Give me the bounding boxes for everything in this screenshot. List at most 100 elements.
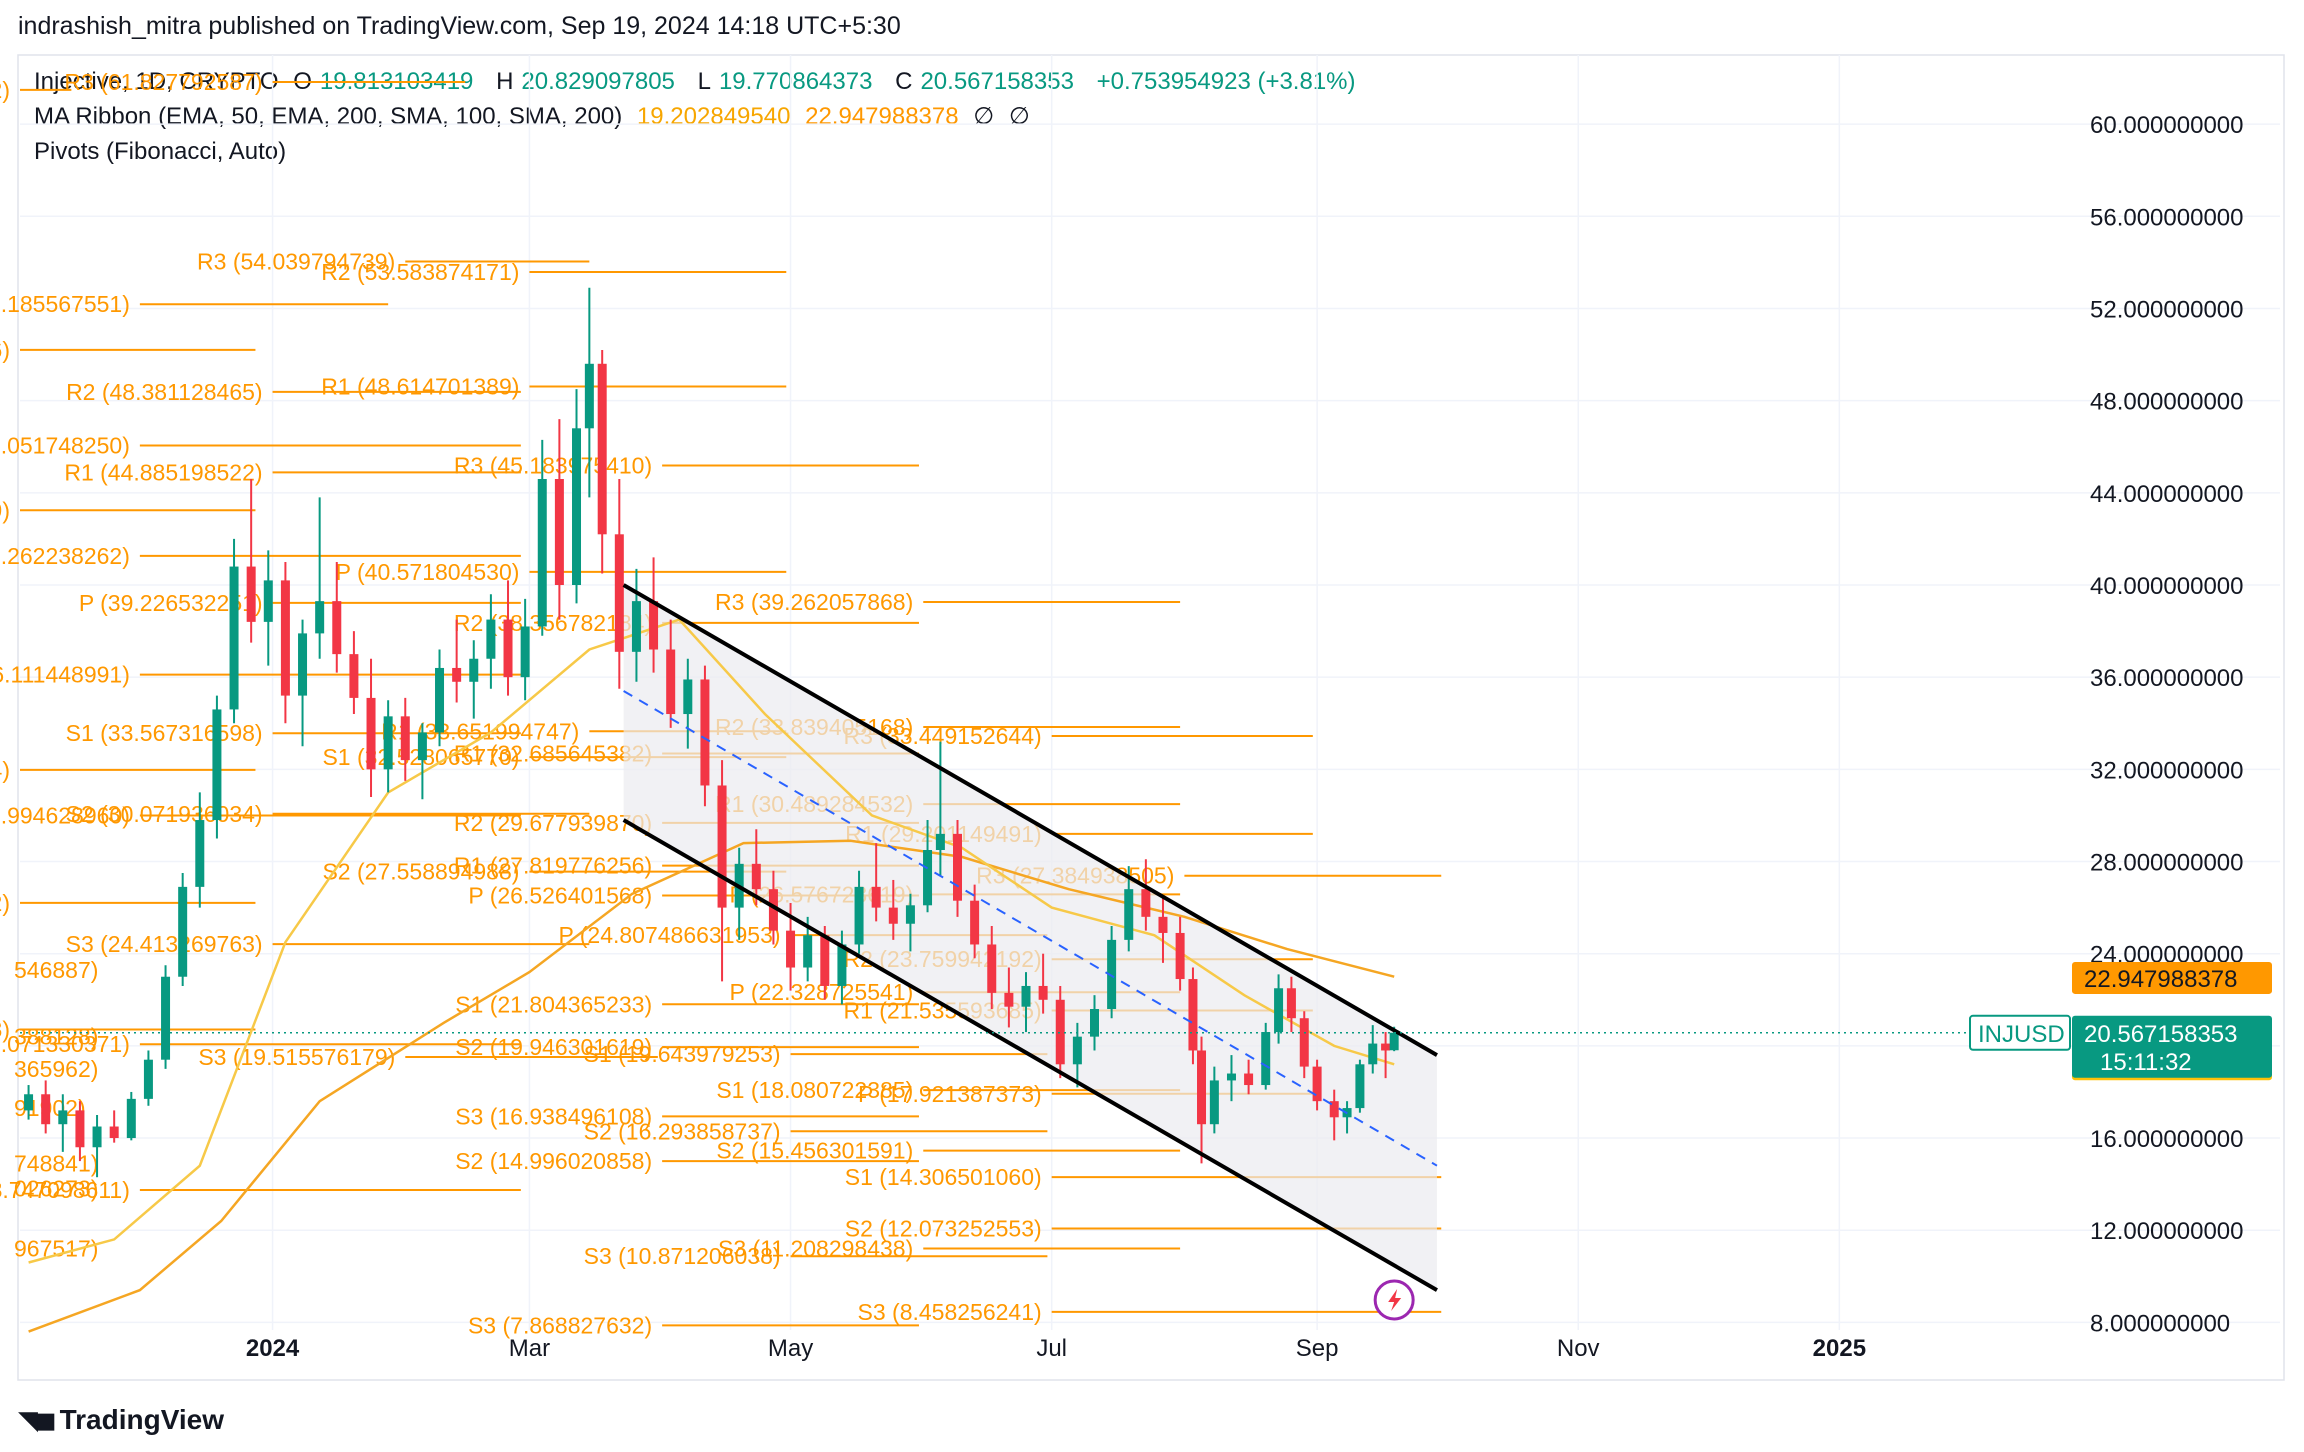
x-tick-label: May [768,1335,813,1362]
channel-lower-line [622,818,1438,1292]
pivot-label: P (36.111448991) [0,662,130,688]
pivot-label: R1 (30.489284532) [715,791,913,817]
pivot-label: S3 (7.868827632) [468,1312,652,1338]
symbol-tag-bg [1969,1014,2071,1051]
close-value: 20.567158353 [920,68,1074,95]
pivot-label: S2 (30.071936034) [66,801,263,827]
candle-body [953,833,963,901]
y-tick-label: 44.000000000 [2090,481,2244,508]
candle-body [905,905,915,924]
pivot-label: S3 (8.458256241) [858,1299,1042,1325]
channel-area [623,585,1437,1291]
pivot-label-clipped: 748841) [14,1150,98,1176]
candle-body [631,601,641,652]
pivots-legend[interactable]: Pivots (Fibonacci, Auto) [34,138,287,165]
pivot-label: R3 (45.183975410) [454,453,652,479]
candle-body [820,935,830,986]
candle-body [1381,1043,1391,1051]
candle-body [161,976,171,1060]
low-label: L [697,68,711,95]
tradingview-footer[interactable]: ◥◼ TradingView [18,1404,224,1436]
pivot-label: R2 (29.677939870) [454,810,652,836]
y-tick-label: 24.000000000 [2090,942,2244,969]
ma-value-ema200: 22.947988378 [805,103,959,130]
ma-value-ema50: 19.202849540 [636,103,791,130]
price-badge-value: 20.567158353 [2084,1021,2238,1048]
pivot-label: S2 (26.205149672) [0,890,10,916]
ma-badge-ema200-text: 22.947988378 [2084,966,2238,993]
price-badge-bg [2072,1015,2272,1078]
candle-body [751,863,761,890]
candle-body [195,820,205,887]
pivot-label: S3 (19.515576179) [198,1044,395,1070]
candle-body [246,566,256,622]
candle-body [666,649,676,715]
y-tick-label: 36.000000000 [2090,665,2244,692]
moving-averages [28,618,1395,1333]
candle-body [298,633,308,696]
pivot-label: S1 (19.643979253) [584,1041,781,1067]
candle-body [1038,985,1048,1000]
pivot-label: S3 (20.071330371) [0,1031,130,1057]
candle-body [1261,1032,1271,1086]
candle-body [700,679,710,786]
pivot-label: S1 (29.994628960) [0,803,130,829]
candle-body [263,580,273,622]
candle-body [383,716,393,770]
candle-body [837,944,847,986]
symbol-name[interactable]: Injective, 1D, CRYPTO [34,68,279,95]
candle-body [1107,939,1117,1009]
ma-ribbon-legend[interactable]: MA Ribbon (EMA, 50, EMA, 200, SMA, 100, … [34,102,1038,131]
ohlc-open: O 19.813103419 [293,68,481,95]
pivot-label: R3 (27.384938505) [976,863,1174,889]
pivot-label-clipped: 388128) [14,1024,98,1050]
candle-body [1089,1009,1099,1037]
pivot-label: S2 (12.073252553) [845,1216,1042,1242]
candle-body [1141,889,1151,917]
candle-body [923,850,933,906]
pivot-label-clipped: 026273) [14,1176,98,1202]
candle-body [1355,1064,1365,1109]
candle-body [888,907,898,924]
candle-body [1342,1108,1352,1118]
pivot-label: R1 (27.819776256) [454,853,652,879]
open-label: O [293,68,312,95]
candle-body [520,626,530,678]
candle-body [1175,932,1185,980]
candle-body [683,679,693,715]
candle-body [935,833,945,850]
price-badge-countdown: 15:11:32 [2100,1049,2192,1076]
ma-badge-ema200-bg [2072,961,2272,994]
pivot-label: S1 (33.567316598) [66,720,263,746]
trend-channel [622,583,1438,1292]
pivot-label: R2 (50.201887376) [0,337,10,363]
candle-body [24,1094,34,1111]
candle-body [1226,1073,1236,1081]
candle-body [280,580,290,696]
pivot-label: P (24.807486631953) [558,922,780,948]
published-by-line: indrashish_mitra published on TradingVie… [18,12,901,40]
pivot-label: R3 (33.449152644) [843,723,1041,749]
candles [24,287,1399,1178]
candle-body [41,1094,51,1125]
channel-fill [623,585,1437,1291]
lightning-bolt [1388,1289,1402,1311]
pivot-label: R2 (33.839405168) [715,714,913,740]
candle-body [1055,999,1065,1065]
ma-badge-ema50-bg [2072,1048,2272,1081]
candle-body [537,479,547,627]
pivot-label: R2 (53.583874171) [321,259,519,285]
channel-mid-line [623,690,1438,1167]
pivot-label-clipped: 967517) [14,1236,98,1262]
pivot-label-clipped: 91902) [14,1095,86,1121]
candle-body [987,944,997,993]
candle-body [734,863,744,908]
tradingview-brand: TradingView [59,1404,224,1435]
pivot-label: P (22.328725541) [730,979,914,1005]
candle-body [212,709,222,821]
ema50-line [28,618,1395,1264]
candle-body [649,601,659,650]
candle-body [1209,1080,1219,1125]
y-tick-label: 32.000000000 [2090,757,2244,784]
